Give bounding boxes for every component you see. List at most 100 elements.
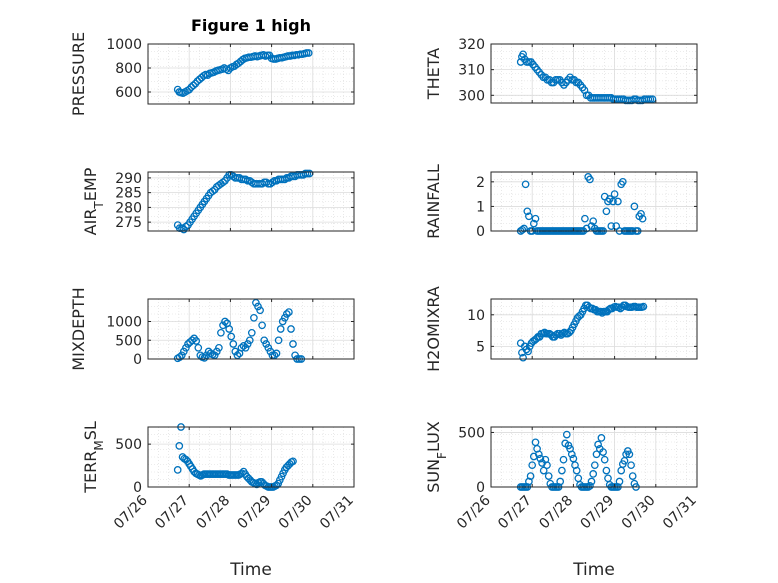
data-point (589, 470, 598, 478)
data-point (231, 347, 240, 356)
data-point (560, 328, 569, 337)
subplot-1: 600 800 1000 PRESSURE (69, 32, 355, 116)
data-point (239, 342, 248, 350)
data-point (241, 343, 250, 352)
x-tick-label: 07/28 (536, 493, 576, 533)
axes-box (490, 171, 698, 232)
axes-box (490, 298, 698, 360)
data-point (250, 313, 258, 322)
x-tick-label: 07/30 (619, 493, 659, 533)
data-point (556, 477, 565, 486)
data-point (194, 343, 203, 352)
y-tick-label: 600 (115, 85, 142, 101)
data-point (272, 349, 281, 358)
data-point (562, 430, 571, 439)
subplot-6: 5 10 H2OMIXRA (424, 286, 698, 372)
data-point (175, 353, 184, 361)
data-point (639, 302, 648, 311)
data-point (217, 328, 225, 337)
y-tick-label: 1 (476, 199, 485, 215)
data-point (581, 214, 589, 223)
data-point (280, 175, 289, 184)
y-tick-label: 1000 (106, 315, 142, 331)
data-point (175, 442, 184, 450)
y-tick-label: 800 (115, 61, 142, 77)
data-point (529, 219, 538, 228)
y-axis-label: AIRTEMP (81, 167, 106, 235)
data-point (536, 454, 545, 463)
data-point (264, 343, 273, 352)
data-point (586, 482, 594, 490)
y-tick-label: 0 (133, 352, 142, 368)
x-tick-label: 07/26 (111, 492, 151, 532)
data-point (212, 347, 221, 356)
axes-box (490, 426, 698, 488)
subplot-2: 300 310 320 THETA (424, 37, 698, 104)
data-point (285, 308, 293, 316)
x-tick-label: 07/28 (193, 493, 233, 533)
data-point (525, 212, 533, 221)
data-point (227, 332, 236, 341)
data-point (272, 481, 281, 490)
data-point (188, 336, 196, 345)
data-point (544, 472, 553, 480)
data-point (270, 351, 279, 360)
data-point (289, 457, 297, 466)
data-point (260, 336, 269, 345)
data-point (208, 187, 217, 196)
figure-title: Figure 1 high (191, 16, 311, 35)
data-point (179, 347, 188, 356)
y-tick-label: 500 (458, 425, 485, 441)
data-point (173, 466, 182, 474)
y-axis-label: THETA (424, 48, 443, 100)
data-point (280, 313, 289, 322)
data-point (221, 317, 229, 326)
data-point (521, 180, 530, 189)
data-point (219, 321, 227, 330)
data-point (519, 353, 527, 362)
data-point (539, 466, 548, 475)
y-tick-label: 310 (458, 63, 485, 79)
data-point (274, 336, 283, 345)
data-point (225, 325, 234, 333)
y-tick-label: 275 (115, 215, 142, 231)
data-point (638, 214, 647, 223)
data-point (614, 197, 622, 206)
y-tick-label: 1000 (106, 37, 142, 53)
y-tick-label: 10 (467, 308, 485, 324)
data-point (233, 351, 242, 360)
x-tick-label: 07/29 (235, 493, 275, 533)
axes-box (147, 43, 355, 105)
data-point (625, 450, 634, 459)
y-tick-label: 2 (476, 175, 485, 191)
data-point (243, 340, 252, 348)
data-point (177, 351, 186, 360)
data-point (618, 177, 627, 186)
data-point (203, 71, 212, 80)
data-point (610, 190, 619, 198)
y-tick-label: 290 (115, 171, 142, 187)
axes-box (147, 426, 355, 488)
data-point (526, 472, 535, 480)
data-point (229, 340, 238, 348)
data-point (182, 343, 190, 352)
data-point (518, 225, 527, 234)
data-point (630, 202, 639, 211)
y-tick-label: 0 (133, 480, 142, 496)
x-tick-label: 07/26 (454, 492, 494, 532)
data-point (648, 95, 657, 104)
y-tick-label: 500 (115, 333, 142, 349)
data-point (215, 343, 223, 352)
data-point (524, 347, 532, 356)
y-tick-label: 500 (115, 437, 142, 453)
data-point (572, 466, 581, 475)
data-point (543, 461, 551, 470)
data-point (592, 450, 601, 459)
data-point (600, 455, 609, 464)
data-point (276, 325, 285, 333)
data-point (637, 209, 645, 218)
